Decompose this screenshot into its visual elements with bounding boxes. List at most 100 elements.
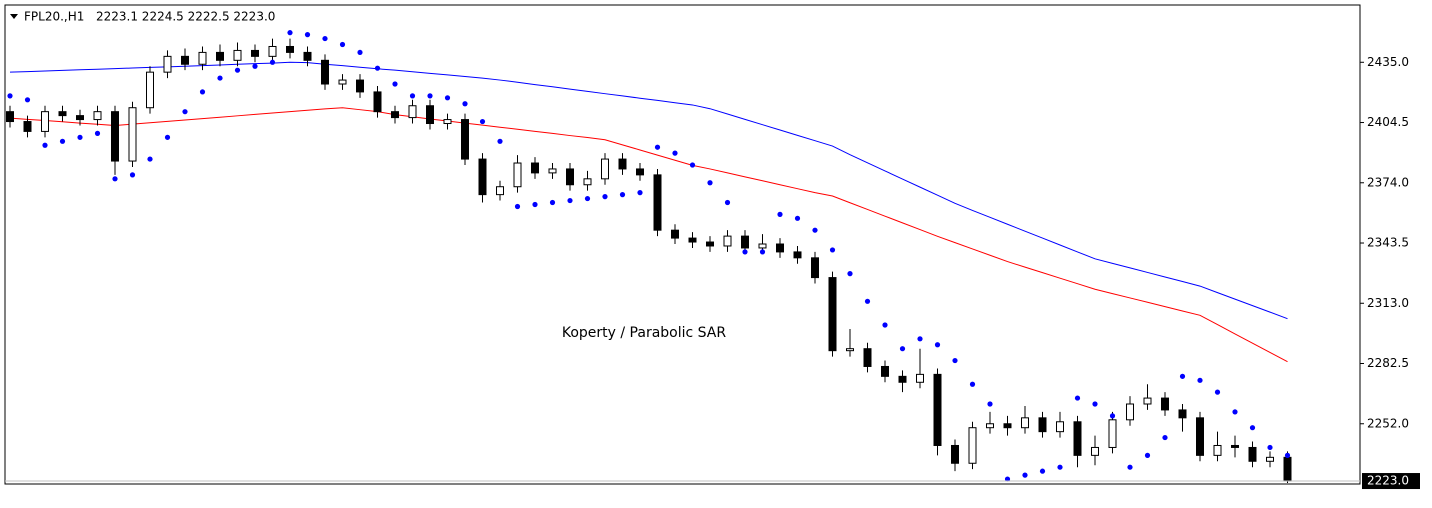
sar-dot (1092, 401, 1098, 407)
sar-dot (1109, 413, 1116, 419)
symbol: FPL20.,H1 (24, 10, 84, 24)
candle-body (863, 348, 872, 367)
sar-dot (1284, 452, 1291, 458)
candle-body (1143, 397, 1152, 405)
sar-dot (532, 201, 538, 208)
candle-body (496, 186, 504, 196)
sar-dot (7, 93, 13, 99)
sar-dot (707, 180, 713, 186)
plot-frame (4, 4, 1361, 485)
candle-body (41, 111, 49, 132)
candle-body (1038, 417, 1047, 433)
y-tick-label: 2435.0 (1367, 55, 1409, 69)
candle-body (566, 168, 574, 186)
candle-body (1266, 456, 1274, 462)
sar-dot (602, 194, 608, 200)
candle-body (1126, 403, 1134, 421)
candle-body (1091, 446, 1099, 456)
candle-body (968, 427, 977, 464)
candle-body (198, 51, 207, 65)
sar-dot (497, 138, 503, 144)
candle-body (723, 235, 732, 247)
candle-body (321, 59, 329, 85)
candle-body (513, 162, 522, 188)
sar-dot (409, 93, 416, 99)
sar-dot (1074, 395, 1081, 401)
sar-dot (479, 118, 486, 125)
candle-body (1248, 446, 1257, 462)
candle-body (1161, 397, 1169, 411)
candle-body (443, 119, 452, 125)
annotation: Koperty / Parabolic SAR (562, 325, 727, 341)
sar-dot (42, 142, 48, 148)
candle-body (408, 105, 417, 119)
candle-body (793, 251, 802, 259)
sar-dot (759, 249, 766, 255)
sar-dot (164, 134, 171, 140)
sar-dot (304, 32, 311, 38)
sar-dot (934, 342, 941, 348)
y-tick-label: 2374.0 (1367, 175, 1409, 189)
header-prices: 2223.1 2224.5 2222.5 2223.0 (96, 10, 275, 24)
candle-body (1108, 419, 1117, 448)
sar-dot (234, 67, 241, 73)
sar-dot (619, 192, 626, 198)
sar-dot (689, 162, 696, 168)
sar-dot (847, 271, 853, 277)
candle-body (1056, 421, 1064, 433)
candle-body (846, 348, 854, 352)
candle-body (478, 158, 487, 196)
sar-dot (794, 215, 801, 221)
candle-body (986, 423, 994, 429)
sar-dot (812, 227, 818, 233)
sar-dot (77, 134, 83, 140)
candle-body (111, 111, 119, 162)
candle-body (58, 111, 67, 117)
candle-body (601, 158, 609, 180)
candle-body (531, 162, 539, 174)
sar-dot (24, 97, 31, 103)
sar-dot (882, 322, 888, 328)
candle-body (951, 444, 959, 464)
sar-dot (1039, 468, 1046, 474)
candle-body (706, 241, 714, 247)
last-price-label: 2223.0 (1367, 474, 1409, 488)
sar-dot (1267, 444, 1273, 451)
candle-body (356, 79, 364, 93)
sar-dot (1004, 476, 1011, 482)
candle-body (286, 45, 294, 53)
candle-body (688, 237, 697, 243)
sar-dot (952, 357, 958, 364)
sar-dot (444, 95, 451, 101)
sar-dot (374, 65, 381, 71)
sar-dot (1162, 434, 1168, 441)
y-tick-label: 2343.5 (1367, 236, 1409, 250)
sar-dot (217, 75, 223, 81)
moving-average (9, 61, 1288, 320)
candle-body (303, 51, 312, 61)
sar-dot (59, 138, 66, 144)
moving-average (9, 107, 1288, 363)
sar-dot (584, 195, 591, 202)
candle-body (671, 229, 679, 239)
candle-body (163, 55, 172, 73)
candle-body (93, 111, 102, 121)
sar-dot (637, 190, 643, 196)
candle-body (653, 174, 662, 231)
sar-dot (549, 199, 556, 206)
last-price-box (1362, 473, 1420, 490)
sar-dot (864, 298, 871, 304)
sar-dot (1197, 377, 1203, 383)
candle-body (1196, 417, 1204, 456)
candle-body (636, 168, 644, 176)
candle-body (811, 257, 819, 279)
sar-dot (392, 81, 398, 87)
sar-dot (672, 150, 678, 156)
sar-dot (987, 401, 993, 407)
sar-dot (829, 247, 836, 253)
sar-dot (654, 144, 661, 150)
candle-body (1231, 444, 1239, 448)
sar-dot (514, 203, 521, 210)
